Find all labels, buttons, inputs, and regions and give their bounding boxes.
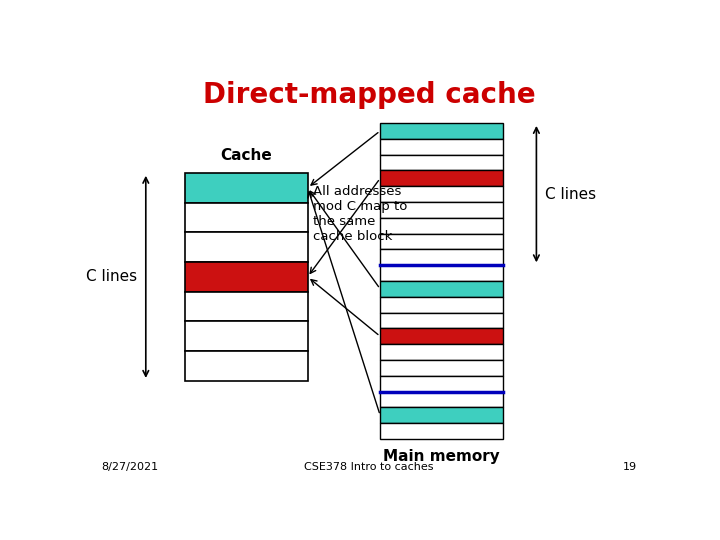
Text: 19: 19 [623, 462, 637, 472]
Bar [380, 234, 503, 249]
Text: CSE378 Intro to caches: CSE378 Intro to caches [305, 462, 433, 472]
Text: All addresses
mod C map to
the same
cache block: All addresses mod C map to the same cach… [313, 185, 408, 244]
Bar [185, 292, 307, 321]
Text: 8/27/2021: 8/27/2021 [101, 462, 158, 472]
Bar [380, 360, 503, 376]
Text: C lines: C lines [86, 269, 138, 285]
Text: Cache: Cache [220, 147, 272, 163]
Bar [185, 351, 307, 381]
Bar [380, 123, 503, 139]
Bar [380, 154, 503, 171]
Text: Main memory: Main memory [383, 449, 500, 464]
Bar [380, 376, 503, 392]
Bar [380, 407, 503, 423]
Bar [380, 313, 503, 328]
Bar [185, 321, 307, 351]
Bar [185, 202, 307, 232]
Bar [380, 249, 503, 265]
Bar [380, 328, 503, 344]
Text: C lines: C lines [545, 187, 596, 201]
Bar [380, 202, 503, 218]
Bar [380, 344, 503, 360]
Bar [380, 281, 503, 297]
Bar [380, 139, 503, 154]
Bar [380, 423, 503, 439]
Bar [185, 173, 307, 202]
Bar [380, 265, 503, 281]
Bar [185, 262, 307, 292]
Bar [185, 232, 307, 262]
Bar [380, 297, 503, 313]
Bar [380, 392, 503, 407]
Text: Direct-mapped cache: Direct-mapped cache [203, 82, 535, 110]
Bar [380, 171, 503, 186]
Bar [380, 186, 503, 202]
Bar [380, 218, 503, 234]
